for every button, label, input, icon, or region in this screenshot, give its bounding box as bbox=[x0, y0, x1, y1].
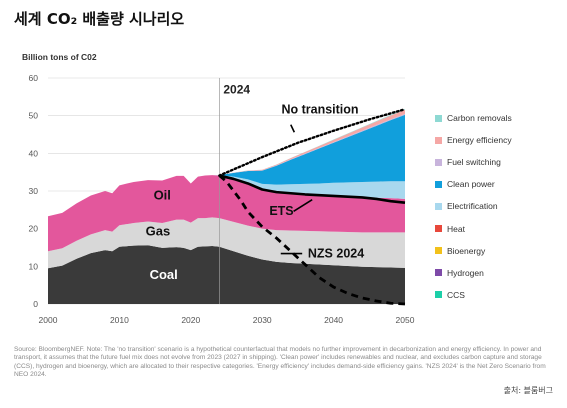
legend-item: Clean power bbox=[435, 173, 512, 195]
line-ets bbox=[219, 174, 406, 204]
y-tick-label: 0 bbox=[33, 299, 38, 309]
label-coal: Coal bbox=[150, 267, 178, 282]
legend-item: CCS bbox=[435, 284, 512, 306]
legend-label: Carbon removals bbox=[447, 113, 512, 124]
y-tick-label: 20 bbox=[29, 224, 39, 234]
label-no-transition: No transition bbox=[281, 102, 358, 116]
line-nzs-2024 bbox=[218, 174, 406, 306]
area-clean-power bbox=[48, 114, 405, 217]
legend-label: Bioenergy bbox=[447, 245, 486, 256]
label-oil: Oil bbox=[154, 187, 171, 202]
y-tick-label: 40 bbox=[29, 148, 39, 158]
source-credit: 출처: 블룸버그 bbox=[503, 386, 553, 395]
reference-layer: 2024 bbox=[219, 78, 250, 304]
legend-item: Carbon removals bbox=[435, 107, 512, 129]
legend-item: Heat bbox=[435, 217, 512, 239]
label-ets-leader bbox=[293, 198, 313, 213]
page-title: 세계 CO₂ 배출량 시나리오 bbox=[14, 10, 185, 28]
legend-label: Hydrogen bbox=[447, 267, 484, 278]
area-electrification bbox=[48, 175, 405, 217]
legend: Carbon removals Energy efficiency Fuel swi… bbox=[435, 107, 512, 306]
label-ets: ETS bbox=[269, 204, 293, 218]
legend-item: Hydrogen bbox=[435, 262, 512, 284]
legend-swatch bbox=[435, 225, 442, 233]
legend-item: Energy efficiency bbox=[435, 129, 512, 151]
legend-item: Fuel switching bbox=[435, 151, 512, 173]
source-note: Source: BloombergNEF. Note: The 'no tran… bbox=[14, 346, 546, 379]
y-tick-label: 10 bbox=[29, 261, 39, 271]
legend-label: Electrification bbox=[447, 201, 498, 212]
area-coal bbox=[48, 245, 405, 304]
legend-swatch bbox=[435, 158, 442, 166]
y-axis-title: Billion tons of C02 bbox=[22, 52, 97, 62]
legend-swatch bbox=[435, 136, 442, 144]
area-oil bbox=[48, 175, 405, 252]
legend-swatch bbox=[435, 180, 442, 188]
x-tick-label: 2010 bbox=[110, 315, 129, 325]
legend-label: Fuel switching bbox=[447, 157, 501, 168]
scenario-line-layer bbox=[218, 108, 407, 306]
legend-swatch bbox=[435, 269, 442, 277]
label-no-transition-leader bbox=[290, 124, 296, 133]
legend-swatch bbox=[435, 114, 442, 122]
x-tick-label: 2000 bbox=[39, 315, 58, 325]
legend-label: CCS bbox=[447, 289, 465, 300]
area-layer bbox=[48, 109, 405, 304]
legend-swatch bbox=[435, 291, 442, 299]
y-tick-label: 30 bbox=[29, 186, 39, 196]
label-layer: No transition ETS NZS 2024 Oil Gas Coal bbox=[146, 102, 365, 282]
legend-swatch bbox=[435, 247, 442, 255]
x-tick-label: 2050 bbox=[396, 315, 415, 325]
legend-label: Heat bbox=[447, 223, 465, 234]
label-nzs-2024: NZS 2024 bbox=[308, 247, 364, 261]
legend-label: Energy efficiency bbox=[447, 135, 512, 146]
legend-item: Electrification bbox=[435, 195, 512, 217]
x-tick-label: 2040 bbox=[324, 315, 343, 325]
reference-label: 2024 bbox=[223, 82, 250, 96]
legend-swatch bbox=[435, 202, 442, 210]
label-gas: Gas bbox=[146, 223, 171, 238]
y-tick-label: 50 bbox=[29, 111, 39, 121]
legend-item: Bioenergy bbox=[435, 240, 512, 262]
x-tick-label: 2020 bbox=[181, 315, 200, 325]
area-gas bbox=[48, 217, 405, 269]
line-no-transition bbox=[218, 108, 407, 177]
x-tick-label: 2030 bbox=[253, 315, 272, 325]
y-tick-label: 60 bbox=[29, 73, 39, 83]
legend-label: Clean power bbox=[447, 179, 495, 190]
